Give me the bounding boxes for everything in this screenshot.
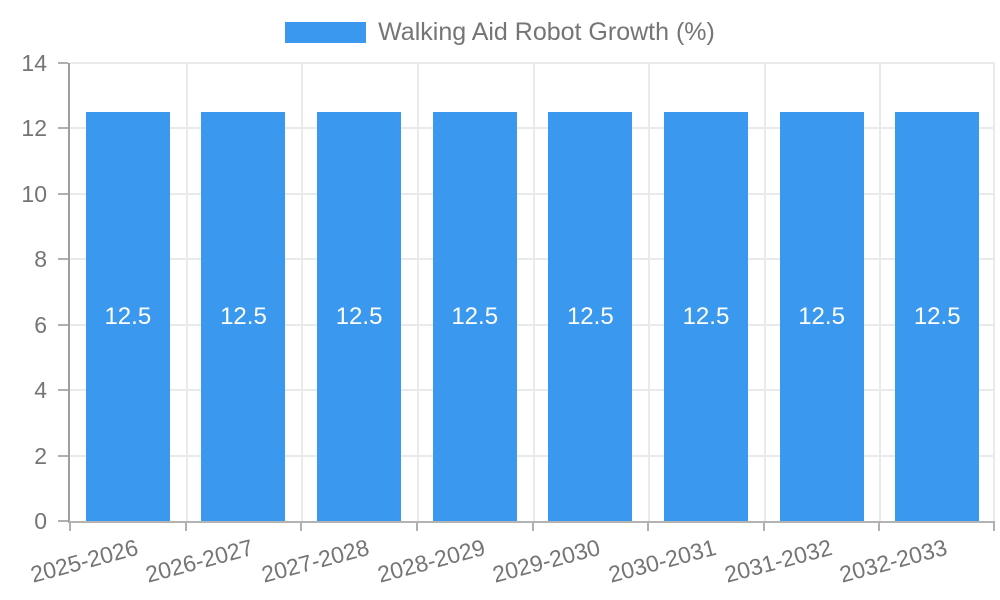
x-gridline xyxy=(879,63,882,521)
x-axis-label: 2032-2033 xyxy=(836,534,950,588)
x-gridline xyxy=(532,63,535,521)
bar-value-label: 12.5 xyxy=(335,302,383,330)
bar-value-label: 12.5 xyxy=(682,302,730,330)
y-axis-label: 4 xyxy=(34,377,47,404)
x-axis-label: 2025-2026 xyxy=(27,534,141,588)
bar[interactable]: 12.5 xyxy=(432,112,517,521)
x-axis-tick xyxy=(647,521,650,531)
bar-value-label: 12.5 xyxy=(798,302,845,330)
x-axis-label: 2026-2027 xyxy=(143,534,257,588)
x-axis-tick xyxy=(531,521,534,531)
y-axis-tick xyxy=(58,454,68,457)
x-axis-tick xyxy=(993,521,995,531)
x-gridline xyxy=(648,63,651,521)
x-gridline xyxy=(416,63,419,521)
bar[interactable]: 12.5 xyxy=(85,112,170,521)
legend[interactable]: Walking Aid Robot Growth (%) xyxy=(0,16,1000,48)
x-gridline xyxy=(993,63,995,521)
x-gridline xyxy=(763,63,766,521)
y-axis-label: 8 xyxy=(34,246,47,273)
bar-value-label: 12.5 xyxy=(451,302,499,330)
x-axis-tick xyxy=(762,521,765,531)
y-axis-tick xyxy=(58,520,68,522)
x-axis-tick xyxy=(184,521,187,531)
x-axis-label: 2031-2032 xyxy=(721,534,835,588)
bar-value-label: 12.5 xyxy=(913,302,961,330)
y-axis-tick xyxy=(58,258,68,261)
y-axis-tick xyxy=(58,127,68,130)
x-axis-tick xyxy=(300,521,303,531)
bar[interactable]: 12.5 xyxy=(548,112,633,521)
x-axis-tick xyxy=(69,521,71,531)
x-axis-label: 2030-2031 xyxy=(605,534,719,588)
y-axis-label: 6 xyxy=(34,311,47,338)
legend-label: Walking Aid Robot Growth (%) xyxy=(378,17,715,46)
x-gridline xyxy=(301,63,304,521)
bar-value-label: 12.5 xyxy=(220,302,267,330)
bar[interactable]: 12.5 xyxy=(779,112,864,521)
x-axis-label: 2028-2029 xyxy=(374,534,488,588)
y-axis-tick xyxy=(58,389,68,392)
bar[interactable]: 12.5 xyxy=(663,112,748,521)
x-axis-tick xyxy=(415,521,418,531)
x-axis-label: 2029-2030 xyxy=(490,534,604,588)
y-axis-tick xyxy=(58,323,68,326)
y-axis-tick xyxy=(58,192,68,195)
bar[interactable]: 12.5 xyxy=(317,112,402,521)
bar-value-label: 12.5 xyxy=(104,302,152,330)
y-axis-label: 12 xyxy=(21,115,47,142)
y-axis-label: 10 xyxy=(21,180,47,207)
x-gridline xyxy=(185,63,188,521)
bar[interactable]: 12.5 xyxy=(895,112,980,521)
y-axis-label: 2 xyxy=(34,442,47,469)
bar-value-label: 12.5 xyxy=(566,302,614,330)
x-axis-label: 2027-2028 xyxy=(258,534,372,588)
y-axis-label: 14 xyxy=(21,50,47,76)
x-axis-tick xyxy=(878,521,881,531)
plot-area: 12.5 12.5 12.5 12.5 12.5 12.5 12.5 12.5 xyxy=(58,62,995,531)
y-axis-tick xyxy=(58,62,68,64)
y-axis-label: 0 xyxy=(34,508,47,534)
legend-swatch xyxy=(285,21,367,43)
bar[interactable]: 12.5 xyxy=(201,112,286,521)
